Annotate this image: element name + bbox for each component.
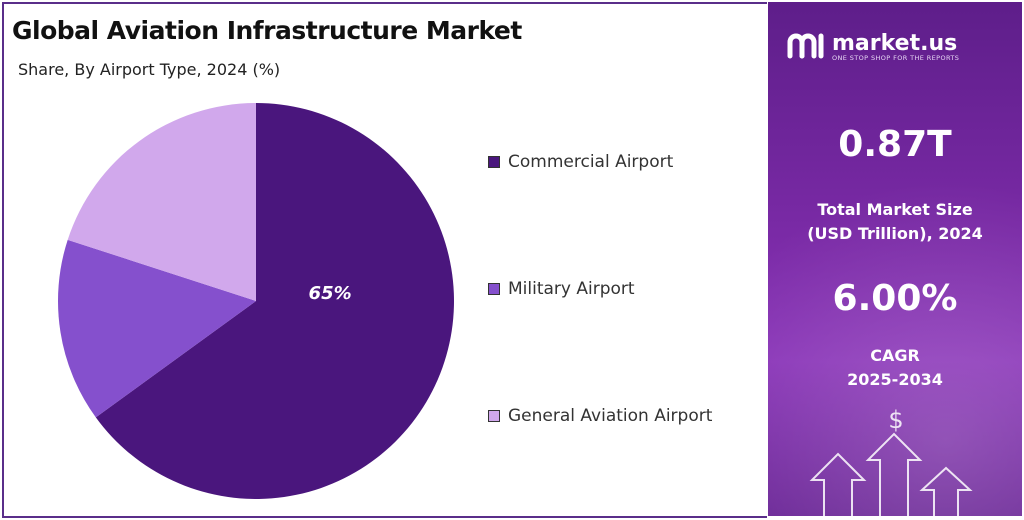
- pie-slice-general-aviation-airport: [67, 103, 256, 301]
- pie-slice-military-airport: [58, 239, 256, 418]
- legend-swatch: [488, 283, 500, 295]
- chart-panel: Global Aviation Infrastructure Market Sh…: [2, 2, 767, 518]
- cagr-label-line2: 2025-2034: [847, 370, 943, 389]
- legend-item-general-aviation-airport: General Aviation Airport: [488, 406, 712, 426]
- up-arrows-icon: [809, 432, 973, 516]
- chart-subtitle: Share, By Airport Type, 2024 (%): [18, 60, 281, 79]
- market-us-logo-icon: [787, 33, 824, 59]
- market-size-label-line2: (USD Trillion), 2024: [807, 224, 983, 243]
- brand-name: market.us: [832, 31, 958, 56]
- market-size-value: 0.87T: [838, 124, 952, 165]
- growth-arrows-decoration: $: [809, 406, 973, 516]
- cagr-value: 6.00%: [832, 278, 958, 319]
- legend-item-military-airport: Military Airport: [488, 279, 635, 299]
- pie-chart: 65%: [58, 103, 454, 500]
- cagr-label-line1: CAGR: [870, 346, 920, 365]
- pie-slice-commercial-airport: [95, 103, 454, 500]
- legend-item-commercial-airport: Commercial Airport: [488, 152, 673, 172]
- chart-title: Global Aviation Infrastructure Market: [12, 16, 522, 45]
- stats-panel: market.us ONE STOP SHOP FOR THE REPORTS …: [768, 2, 1022, 516]
- dollar-icon: $: [888, 406, 903, 434]
- brand-logo: market.us: [786, 28, 957, 60]
- legend-swatch: [488, 410, 500, 422]
- legend-swatch: [488, 156, 500, 168]
- legend-label: Commercial Airport: [508, 152, 674, 172]
- brand-tagline: ONE STOP SHOP FOR THE REPORTS: [832, 54, 960, 62]
- legend-label: Military Airport: [508, 279, 635, 299]
- legend-label: General Aviation Airport: [508, 406, 713, 426]
- pie-data-label: 65%: [309, 283, 352, 304]
- market-size-label-line1: Total Market Size: [817, 200, 973, 219]
